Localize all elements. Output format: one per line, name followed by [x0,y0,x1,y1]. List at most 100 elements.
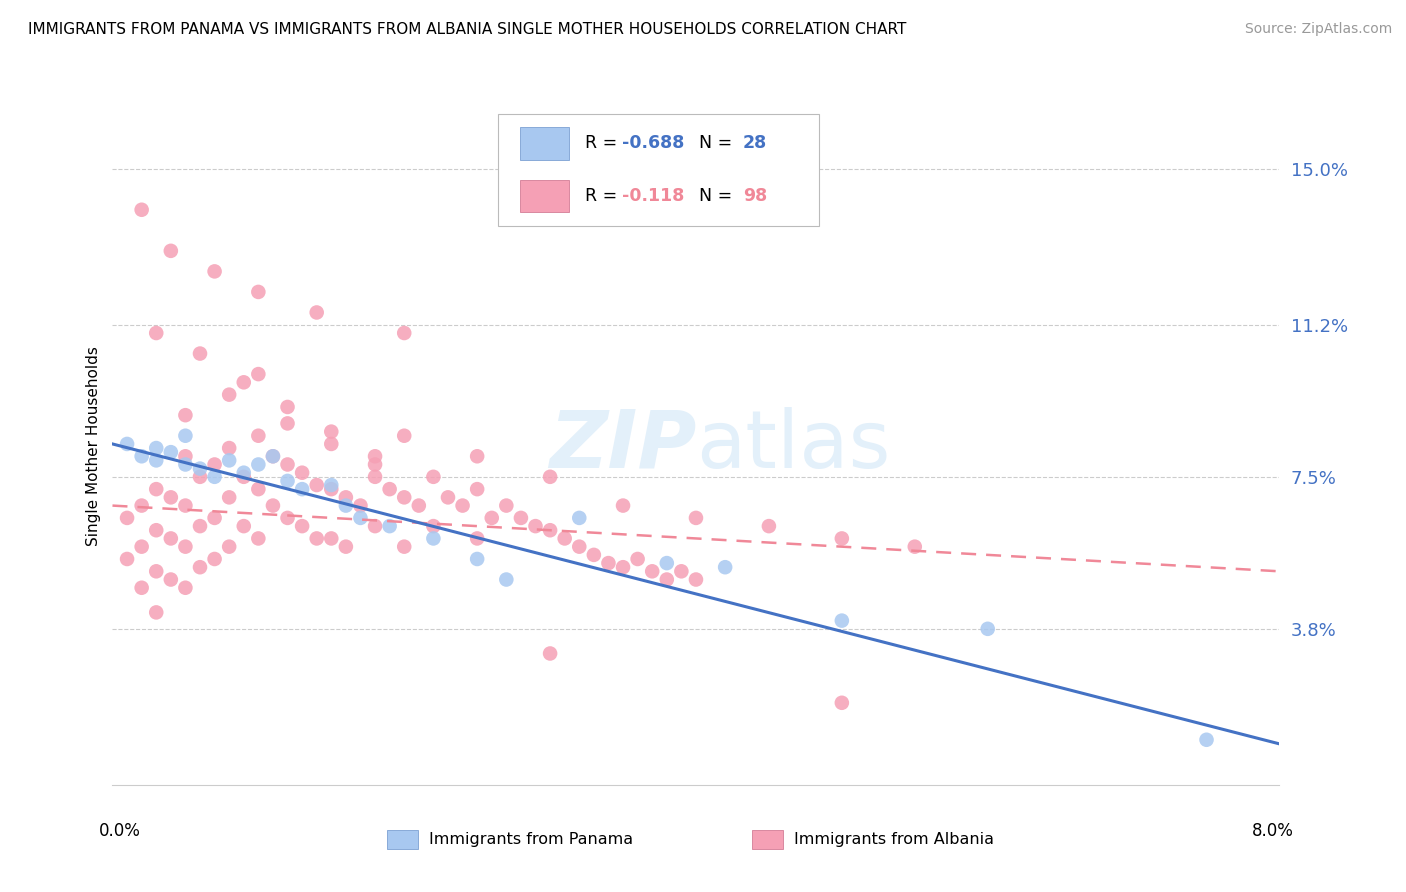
Point [612,560,634,574]
Point [321,478,343,492]
Point [291,466,314,480]
Point [115,552,138,566]
Point [524,519,547,533]
Point [204,458,226,472]
Point [262,450,284,464]
Point [422,532,444,546]
Point [145,453,167,467]
FancyBboxPatch shape [498,114,818,226]
Point [160,573,183,587]
Point [904,540,927,554]
Point [247,367,270,381]
Point [247,532,270,546]
Point [291,482,314,496]
Point [831,532,853,546]
Point [554,532,576,546]
Point [291,519,314,533]
Point [145,441,167,455]
Point [831,696,853,710]
Point [145,326,167,340]
Point [131,499,153,513]
Point [495,573,517,587]
Bar [520,128,569,160]
Point [145,606,167,620]
Point [582,548,605,562]
Point [188,470,211,484]
Point [612,499,634,513]
Point [364,470,387,484]
Point [218,453,240,467]
Point [115,437,138,451]
Point [174,540,197,554]
Point [335,540,357,554]
Point [976,622,998,636]
Point [115,511,138,525]
Point [305,478,328,492]
Point [685,511,707,525]
Point [188,346,211,360]
Point [131,540,153,554]
Point [422,519,444,533]
Point [465,552,488,566]
Point [378,519,401,533]
Point [378,482,401,496]
Point [218,387,240,401]
Point [408,499,430,513]
Text: atlas: atlas [696,407,890,485]
Point [131,581,153,595]
Point [262,450,284,464]
Point [655,556,678,570]
Point [758,519,780,533]
Point [655,573,678,587]
Point [232,466,254,480]
Text: -0.118: -0.118 [623,187,685,205]
Point [218,491,240,505]
Text: ZIP: ZIP [548,407,696,485]
Point [174,581,197,595]
Text: R =: R = [585,187,623,205]
Point [174,428,197,442]
Point [232,470,254,484]
Point [321,425,343,439]
Text: 28: 28 [742,135,766,153]
Point [671,564,693,578]
Text: 8.0%: 8.0% [1251,822,1294,840]
Text: R =: R = [585,135,623,153]
Point [394,540,416,554]
Point [364,519,387,533]
Point [276,474,298,488]
Point [538,647,561,661]
Point [160,532,183,546]
Point [568,540,591,554]
Point [218,441,240,455]
Point [204,552,226,566]
Point [321,482,343,496]
Text: Immigrants from Albania: Immigrants from Albania [794,832,994,847]
Point [131,202,153,217]
Point [232,376,254,390]
Point [188,519,211,533]
Point [262,499,284,513]
Point [465,482,488,496]
Point [335,499,357,513]
Point [276,458,298,472]
Point [627,552,650,566]
Point [394,491,416,505]
Point [364,450,387,464]
Point [247,482,270,496]
Point [218,540,240,554]
Point [364,458,387,472]
Point [188,560,211,574]
Point [145,523,167,537]
Point [145,564,167,578]
Point [145,482,167,496]
Text: Source: ZipAtlas.com: Source: ZipAtlas.com [1244,22,1392,37]
Point [714,560,737,574]
Point [204,511,226,525]
Bar [520,180,569,212]
Text: 98: 98 [742,187,766,205]
Point [831,614,853,628]
Point [335,491,357,505]
Text: N =: N = [688,135,738,153]
Text: -0.688: -0.688 [623,135,685,153]
